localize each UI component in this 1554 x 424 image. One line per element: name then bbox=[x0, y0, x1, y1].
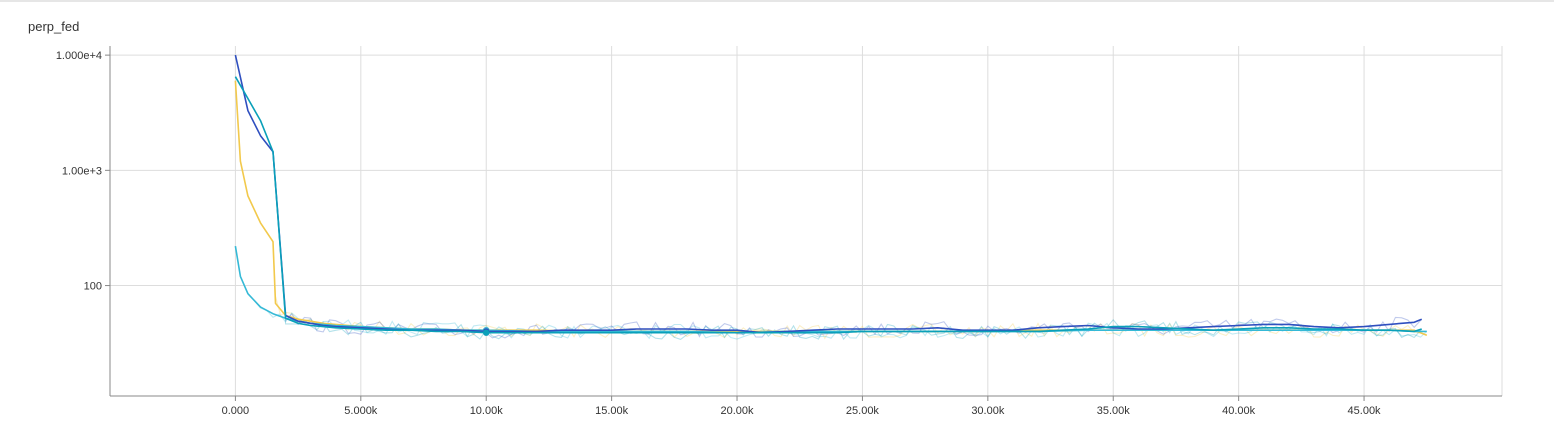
x-tick-label-9: 45.00k bbox=[1348, 405, 1382, 417]
x-tick-label-3: 15.00k bbox=[595, 405, 629, 417]
x-tick-label-8: 40.00k bbox=[1222, 405, 1256, 417]
hover-markers bbox=[483, 327, 490, 336]
x-tick-label-6: 30.00k bbox=[971, 405, 1005, 417]
series-2-raw-line bbox=[234, 54, 1423, 339]
axes bbox=[105, 46, 1502, 401]
series-3-raw-line bbox=[234, 76, 1423, 341]
x-tick-label-2: 10.00k bbox=[470, 405, 504, 417]
smoothed-series-layer bbox=[234, 54, 1428, 337]
x-tick-label-4: 20.00k bbox=[721, 405, 755, 417]
series-3-hover-marker bbox=[483, 329, 490, 336]
series-3-line[interactable] bbox=[234, 76, 1422, 334]
series-1-raw-line bbox=[234, 246, 1428, 340]
series-2-line[interactable] bbox=[234, 54, 1423, 334]
tick-labels: 0.000 5.000k 10.00k 15.00k 20.00k 25.00k 30.00… bbox=[56, 50, 1381, 417]
raw-series-layer bbox=[234, 54, 1428, 341]
x-tick-label-1: 5.000k bbox=[344, 405, 378, 417]
series-1-line[interactable] bbox=[234, 245, 1427, 334]
y-tick-label-0: 1.000e+4 bbox=[56, 50, 102, 62]
y-tick-label-2: 100 bbox=[84, 281, 102, 293]
chart-title: perp_fed bbox=[28, 19, 80, 34]
top-divider bbox=[0, 0, 1554, 2]
series-0-raw-line bbox=[234, 80, 1427, 340]
x-tick-label-5: 25.00k bbox=[846, 405, 880, 417]
series-0-line[interactable] bbox=[234, 80, 1428, 337]
x-tick-label-7: 35.00k bbox=[1097, 405, 1131, 417]
x-tick-label-0: 0.000 bbox=[222, 405, 250, 417]
grid-lines bbox=[110, 46, 1503, 396]
y-tick-label-1: 1.00e+3 bbox=[62, 165, 102, 177]
